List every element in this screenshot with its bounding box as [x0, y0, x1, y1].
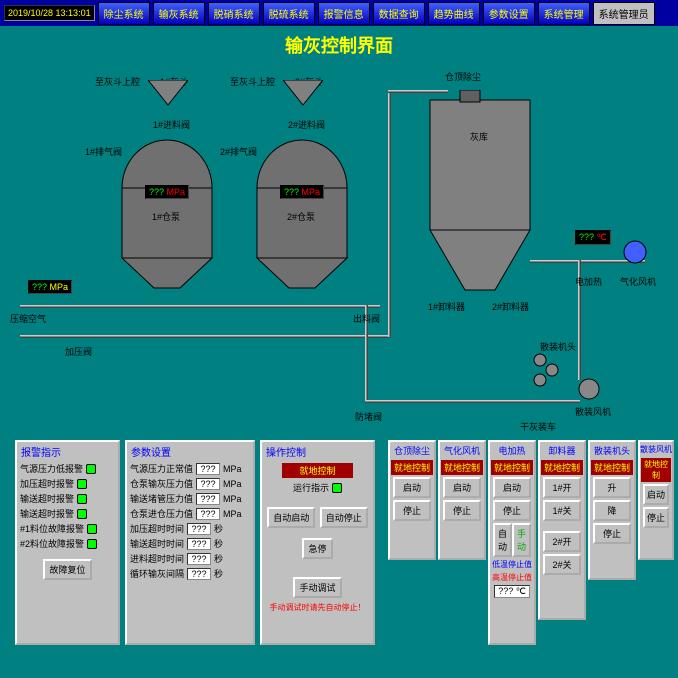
nav-dedust[interactable]: 除尘系统 — [98, 2, 150, 25]
op-mode: 就地控制 — [282, 463, 353, 478]
c5-stop[interactable]: 停止 — [643, 507, 669, 528]
alarm-1: 加压超时报警 — [17, 476, 118, 491]
bulk-head-icon — [530, 350, 560, 400]
c3-2off[interactable]: 2#关 — [543, 554, 581, 575]
nav-desulf[interactable]: 脱硫系统 — [263, 2, 315, 25]
op-note: 手动调试时请先自动停止！ — [262, 602, 373, 613]
lbl-cangding: 仓顶除尘 — [445, 70, 481, 83]
c0-stop[interactable]: 停止 — [393, 500, 431, 521]
ctrl-col-1: 气化风机 就地控制 启动 停止 — [438, 440, 486, 560]
param-val-2[interactable]: ??? — [196, 493, 220, 505]
alarm-2: 输送超时报警 — [17, 491, 118, 506]
lbl-exh2: 2#排气阀 — [220, 145, 257, 158]
lbl-pump1: 1#仓泵 — [152, 210, 180, 223]
c3-1on[interactable]: 1#开 — [543, 477, 581, 498]
lbl-return1: 至灰斗上腔 — [95, 75, 140, 88]
c5-start[interactable]: 启动 — [643, 484, 669, 505]
timestamp: 2019/10/28 13:13:01 — [4, 5, 95, 21]
lbl-heat: 电加热 — [575, 275, 602, 288]
lbl-chuliao: 出料阀 — [353, 312, 380, 325]
estop-button[interactable]: 急停 — [302, 538, 332, 559]
nav-sys[interactable]: 系统管理 — [538, 2, 590, 25]
alarm-5: #2料位故障报警 — [17, 536, 118, 551]
c3-2on[interactable]: 2#开 — [543, 531, 581, 552]
c1-start[interactable]: 启动 — [443, 477, 481, 498]
op-run-label: 运行指示 — [293, 481, 329, 494]
param-val-0[interactable]: ??? — [196, 463, 220, 475]
c4-up[interactable]: 升 — [593, 477, 631, 498]
ctrl-col-3: 卸料器 就地控制 1#开 1#关 2#开 2#关 — [538, 440, 586, 620]
lbl-xie1: 1#卸料器 — [428, 300, 465, 313]
nav-param[interactable]: 参数设置 — [483, 2, 535, 25]
alarm-panel: 报警指示 气源压力低报警 加压超时报警 输送超时报警 输送超时报警 #1料位故障… — [15, 440, 120, 645]
lbl-qihua: 气化风机 — [620, 275, 656, 288]
lbl-exh1: 1#排气阀 — [85, 145, 122, 158]
alarm-title: 报警指示 — [17, 442, 118, 461]
led-heat: ??? ℃ — [575, 230, 611, 245]
c2-temp: ??? ℃ — [494, 585, 530, 598]
alarm-4: #1料位故障报警 — [17, 521, 118, 536]
param-val-7[interactable]: ??? — [187, 568, 211, 580]
param-panel: 参数设置 气源压力正常值???MPa 仓泵输灰压力值???MPa 输送堵管压力值… — [125, 440, 255, 645]
title-bar: 2019/10/28 13:13:01 除尘系统 输灰系统 脱硝系统 脱硫系统 … — [0, 0, 678, 26]
lbl-jiaya: 加压阀 — [65, 345, 92, 358]
lbl-pump2: 2#仓泵 — [287, 210, 315, 223]
c3-1off[interactable]: 1#关 — [543, 500, 581, 521]
c4-stop[interactable]: 停止 — [593, 523, 631, 544]
lbl-feed2: 2#进料阀 — [288, 118, 325, 131]
c2-auto[interactable]: 自动 — [493, 523, 512, 557]
auto-start-button[interactable]: 自动启动 — [267, 507, 315, 528]
fan-icon — [620, 240, 650, 265]
nav-denox[interactable]: 脱硝系统 — [208, 2, 260, 25]
param-title: 参数设置 — [127, 442, 253, 461]
nav-ash[interactable]: 输灰系统 — [153, 2, 205, 25]
ctrl-col-0: 仓顶除尘 就地控制 启动 停止 — [388, 440, 436, 560]
alarm-0: 气源压力低报警 — [17, 461, 118, 476]
c1-stop[interactable]: 停止 — [443, 500, 481, 521]
param-val-3[interactable]: ??? — [196, 508, 220, 520]
c0-start[interactable]: 启动 — [393, 477, 431, 498]
bulk-fan-icon — [575, 378, 603, 400]
ctrl-col-5: 散装风机 就地控制 启动 停止 — [638, 440, 674, 560]
led-p1: ??? MPa — [145, 185, 189, 199]
alarm-3: 输送超时报警 — [17, 506, 118, 521]
nav-query[interactable]: 数据查询 — [373, 2, 425, 25]
manual-button[interactable]: 手动调试 — [293, 577, 341, 598]
param-val-6[interactable]: ??? — [187, 553, 211, 565]
ctrl-col-2: 电加热 就地控制 启动 停止 自动手动 低温停止值 高温停止值 ??? ℃ — [488, 440, 536, 645]
nav-admin[interactable]: 系统管理员 — [593, 2, 655, 25]
lbl-xie2: 2#卸料器 — [492, 300, 529, 313]
param-val-1[interactable]: ??? — [196, 478, 220, 490]
ctrl-col-4: 散装机头 就地控制 升 降 停止 — [588, 440, 636, 580]
c4-down[interactable]: 降 — [593, 500, 631, 521]
lbl-ganhui: 干灰装车 — [520, 420, 556, 433]
hopper2-icon — [283, 80, 323, 110]
lbl-sanfeng: 散装风机 — [575, 405, 611, 418]
c2-start[interactable]: 启动 — [493, 477, 531, 498]
led-p2: ??? MPa — [280, 185, 324, 199]
hopper1-icon — [148, 80, 188, 110]
silo-vessel — [425, 90, 535, 300]
nav-trend[interactable]: 趋势曲线 — [428, 2, 480, 25]
c2-stop[interactable]: 停止 — [493, 500, 531, 521]
lbl-feed1: 1#进料阀 — [153, 118, 190, 131]
lbl-return2: 至灰斗上腔 — [230, 75, 275, 88]
alarm-reset-button[interactable]: 故障复位 — [43, 559, 91, 580]
param-val-4[interactable]: ??? — [187, 523, 211, 535]
auto-stop-button[interactable]: 自动停止 — [320, 507, 368, 528]
lbl-huiku: 灰库 — [470, 130, 488, 143]
op-title: 操作控制 — [262, 442, 373, 461]
param-val-5[interactable]: ??? — [187, 538, 211, 550]
diagram-canvas: 至灰斗上腔 1#灰斗 1#进料阀 1#排气阀 ??? MPa 1#仓泵 至灰斗上… — [0, 50, 678, 678]
c2-man[interactable]: 手动 — [512, 523, 531, 557]
lbl-fangdu: 防堵阀 — [355, 410, 382, 423]
op-panel: 操作控制 就地控制 运行指示 自动启动 自动停止 急停 手动调试 手动调试时请先… — [260, 440, 375, 645]
lbl-air: 压缩空气 — [10, 312, 46, 325]
nav-alarm[interactable]: 报警信息 — [318, 2, 370, 25]
led-air: ??? MPa — [28, 280, 72, 294]
